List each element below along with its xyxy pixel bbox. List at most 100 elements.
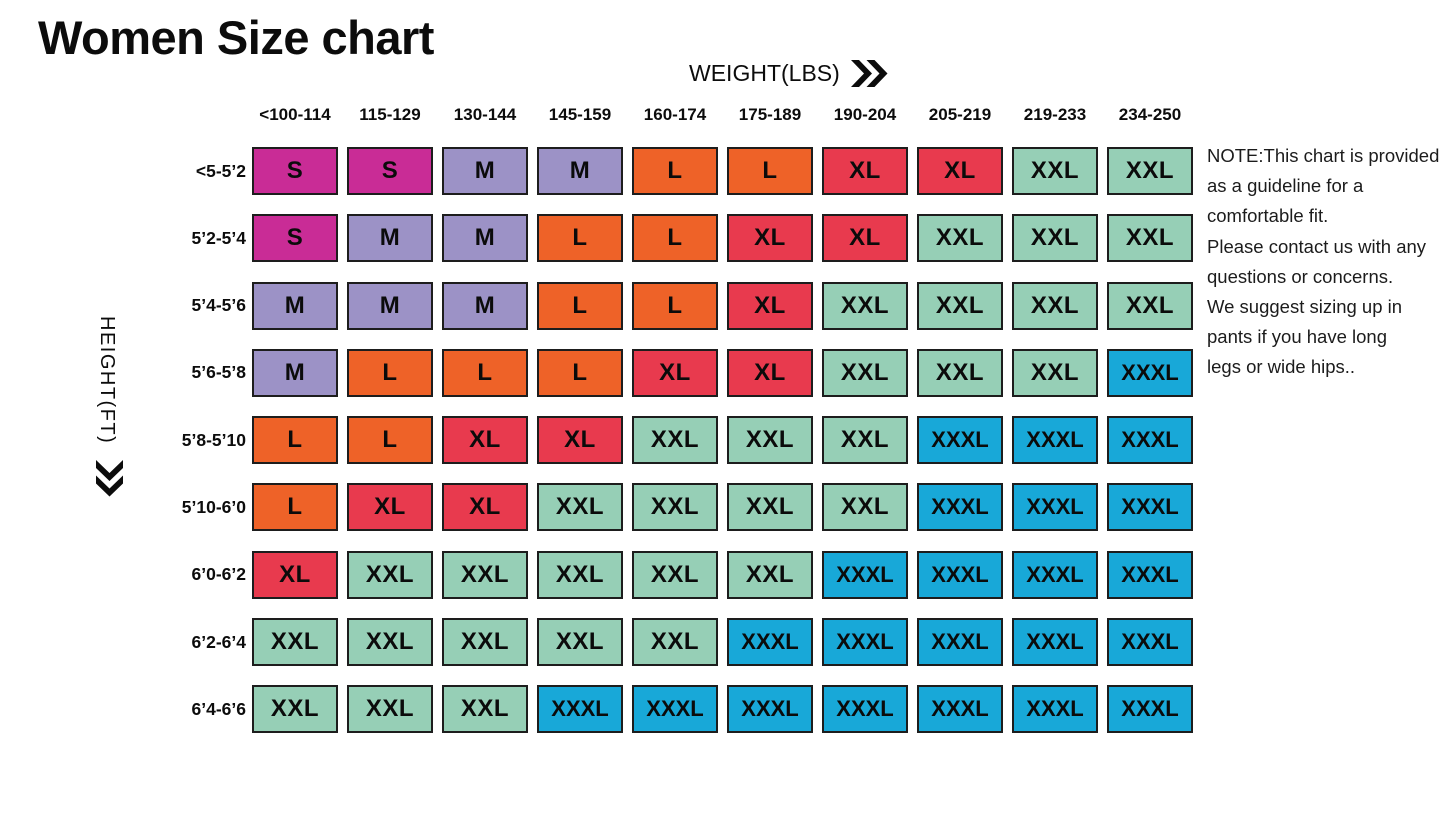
height-range-label: 5’4-5’6 <box>191 295 246 316</box>
size-cell: XL <box>727 281 813 330</box>
size-cell: XXL <box>537 550 623 599</box>
size-cell: XXL <box>1012 214 1098 263</box>
size-cell: XXXL <box>917 550 1003 599</box>
size-cell: XXL <box>347 685 433 734</box>
size-cell: XXXL <box>1012 550 1098 599</box>
size-cell: XXL <box>822 348 908 397</box>
size-cell: XXXL <box>1107 550 1193 599</box>
size-cell: L <box>347 416 433 465</box>
size-cell: XXL <box>1107 214 1193 263</box>
size-cell: M <box>442 214 528 263</box>
size-cell: L <box>347 348 433 397</box>
height-range-label: 6’4-6’6 <box>191 698 246 719</box>
size-cell: XXL <box>1012 281 1098 330</box>
size-cell: XXXL <box>917 685 1003 734</box>
note-line: questions or concerns. <box>1207 265 1394 287</box>
size-cell: M <box>347 281 433 330</box>
size-cell: XXL <box>822 281 908 330</box>
size-cell: S <box>252 214 338 263</box>
size-cell: L <box>252 483 338 532</box>
size-cell: XXXL <box>822 550 908 599</box>
size-cell: XXXL <box>632 685 718 734</box>
size-cell: XXL <box>727 483 813 532</box>
note-line: legs or wide hips.. <box>1207 356 1356 378</box>
size-cell: XL <box>537 416 623 465</box>
size-cell: XXXL <box>727 618 813 667</box>
size-cell: XXL <box>727 550 813 599</box>
size-cell: XL <box>252 550 338 599</box>
height-row-labels: <5-5’2 5’2-5’4 5’4-5’6 5’6-5’8 5’8-5’10 5’10-… <box>60 147 246 733</box>
size-grid: S S M M L L XL XL XXL XXL S M M L L XL XL XXL XXL XXL M M M L L X… <box>252 147 1193 734</box>
size-cell: XXXL <box>1107 685 1193 734</box>
weight-range-header: 205-219 <box>928 105 992 124</box>
height-axis-label: HEIGHT(FT) <box>95 316 118 444</box>
size-cell: XXXL <box>1107 618 1193 667</box>
size-cell: L <box>632 281 718 330</box>
size-cell: XL <box>347 483 433 532</box>
note-line: as a guideline for a <box>1207 175 1364 197</box>
size-cell: XXXL <box>1012 416 1098 465</box>
weight-axis-label: WEIGHT(LBS) <box>689 60 888 87</box>
size-cell: L <box>537 281 623 330</box>
size-cell: XXL <box>822 416 908 465</box>
size-cell: L <box>632 214 718 263</box>
size-cell: XL <box>727 348 813 397</box>
size-cell: XL <box>822 214 908 263</box>
size-cell: XXL <box>252 618 338 667</box>
size-cell: XXL <box>917 214 1003 263</box>
size-cell: XL <box>727 214 813 263</box>
weight-range-header: 115-129 <box>359 105 421 124</box>
height-range-label: 6’2-6’4 <box>191 631 246 652</box>
weight-range-header: <100-114 <box>259 105 331 124</box>
size-cell: XL <box>917 147 1003 195</box>
size-cell: XXL <box>442 618 528 667</box>
size-cell: XXXL <box>1107 416 1193 465</box>
size-cell: M <box>252 281 338 330</box>
size-cell: M <box>347 214 433 263</box>
size-cell: M <box>442 147 528 195</box>
size-cell: XXL <box>347 618 433 667</box>
double-chevron-down-icon <box>96 460 123 497</box>
size-cell: XL <box>442 483 528 532</box>
note-line: We suggest sizing up in <box>1207 296 1403 318</box>
size-cell: L <box>537 348 623 397</box>
weight-range-header: 190-204 <box>833 105 897 124</box>
height-range-label: 5’6-5’8 <box>191 362 246 383</box>
size-cell: M <box>442 281 528 330</box>
size-cell: XXXL <box>1012 618 1098 667</box>
size-cell: XXXL <box>1012 685 1098 734</box>
size-cell: L <box>537 214 623 263</box>
weight-axis-text: WEIGHT(LBS) <box>689 60 840 86</box>
size-cell: XXL <box>1012 147 1098 195</box>
size-cell: XXXL <box>727 685 813 734</box>
height-range-label: 5’2-5’4 <box>191 227 246 248</box>
size-cell: L <box>727 147 813 195</box>
size-cell: XXXL <box>1012 483 1098 532</box>
note-text: NOTE:This chart is provided as a guidelin… <box>1207 141 1439 383</box>
size-cell: XXL <box>347 550 433 599</box>
size-cell: XXXL <box>822 618 908 667</box>
weight-range-header: 160-174 <box>643 105 707 124</box>
size-cell: XXXL <box>1107 483 1193 532</box>
height-range-label: 5’10-6’0 <box>181 496 246 517</box>
size-cell: XXL <box>442 685 528 734</box>
size-cell: XXXL <box>537 685 623 734</box>
size-cell: L <box>252 416 338 465</box>
size-cell: XXL <box>1107 147 1193 195</box>
size-cell: XXL <box>632 618 718 667</box>
size-cell: XXXL <box>917 416 1003 465</box>
size-cell: XXL <box>252 685 338 734</box>
weight-range-header: 130-144 <box>453 105 517 124</box>
note-line: Please contact us with any <box>1207 235 1427 257</box>
size-cell: XXXL <box>822 685 908 734</box>
size-cell: XXL <box>442 550 528 599</box>
note-line: comfortable fit. <box>1207 205 1329 227</box>
height-range-label: 5’8-5’10 <box>181 429 246 450</box>
weight-range-header: 219-233 <box>1023 105 1087 124</box>
size-cell: XXXL <box>917 483 1003 532</box>
size-cell: XXL <box>632 550 718 599</box>
size-cell: XXL <box>1107 281 1193 330</box>
weight-range-header: 145-159 <box>548 105 612 124</box>
size-cell: XXL <box>917 348 1003 397</box>
height-axis-text: HEIGHT(FT) <box>96 316 118 445</box>
